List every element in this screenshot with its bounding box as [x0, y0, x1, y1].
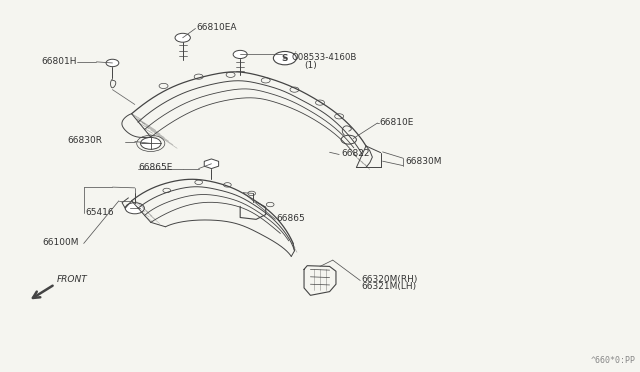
Text: 66810E: 66810E	[380, 118, 414, 127]
Text: 66865: 66865	[276, 214, 305, 223]
Text: S: S	[282, 54, 288, 62]
Circle shape	[273, 51, 296, 65]
Text: 66801H: 66801H	[41, 57, 76, 65]
Text: (1): (1)	[305, 61, 317, 70]
Polygon shape	[204, 159, 219, 169]
Circle shape	[233, 50, 247, 58]
Text: 66830R: 66830R	[68, 136, 103, 145]
Text: 66320M(RH): 66320M(RH)	[362, 275, 418, 284]
Circle shape	[125, 203, 145, 214]
Text: 66321M(LH): 66321M(LH)	[362, 282, 417, 291]
Circle shape	[141, 137, 161, 149]
Text: 66865E: 66865E	[138, 163, 172, 172]
Text: ^660*0:PP: ^660*0:PP	[591, 356, 636, 365]
Text: FRONT: FRONT	[57, 275, 88, 284]
Text: 66822: 66822	[341, 149, 369, 158]
Text: 66810EA: 66810EA	[196, 23, 237, 32]
Text: 66100M: 66100M	[42, 238, 79, 247]
Text: Ó08533-4160B: Ó08533-4160B	[291, 52, 356, 61]
Circle shape	[175, 33, 190, 42]
Circle shape	[106, 59, 119, 67]
Text: 66830M: 66830M	[405, 157, 442, 166]
Text: 65416: 65416	[86, 208, 115, 217]
